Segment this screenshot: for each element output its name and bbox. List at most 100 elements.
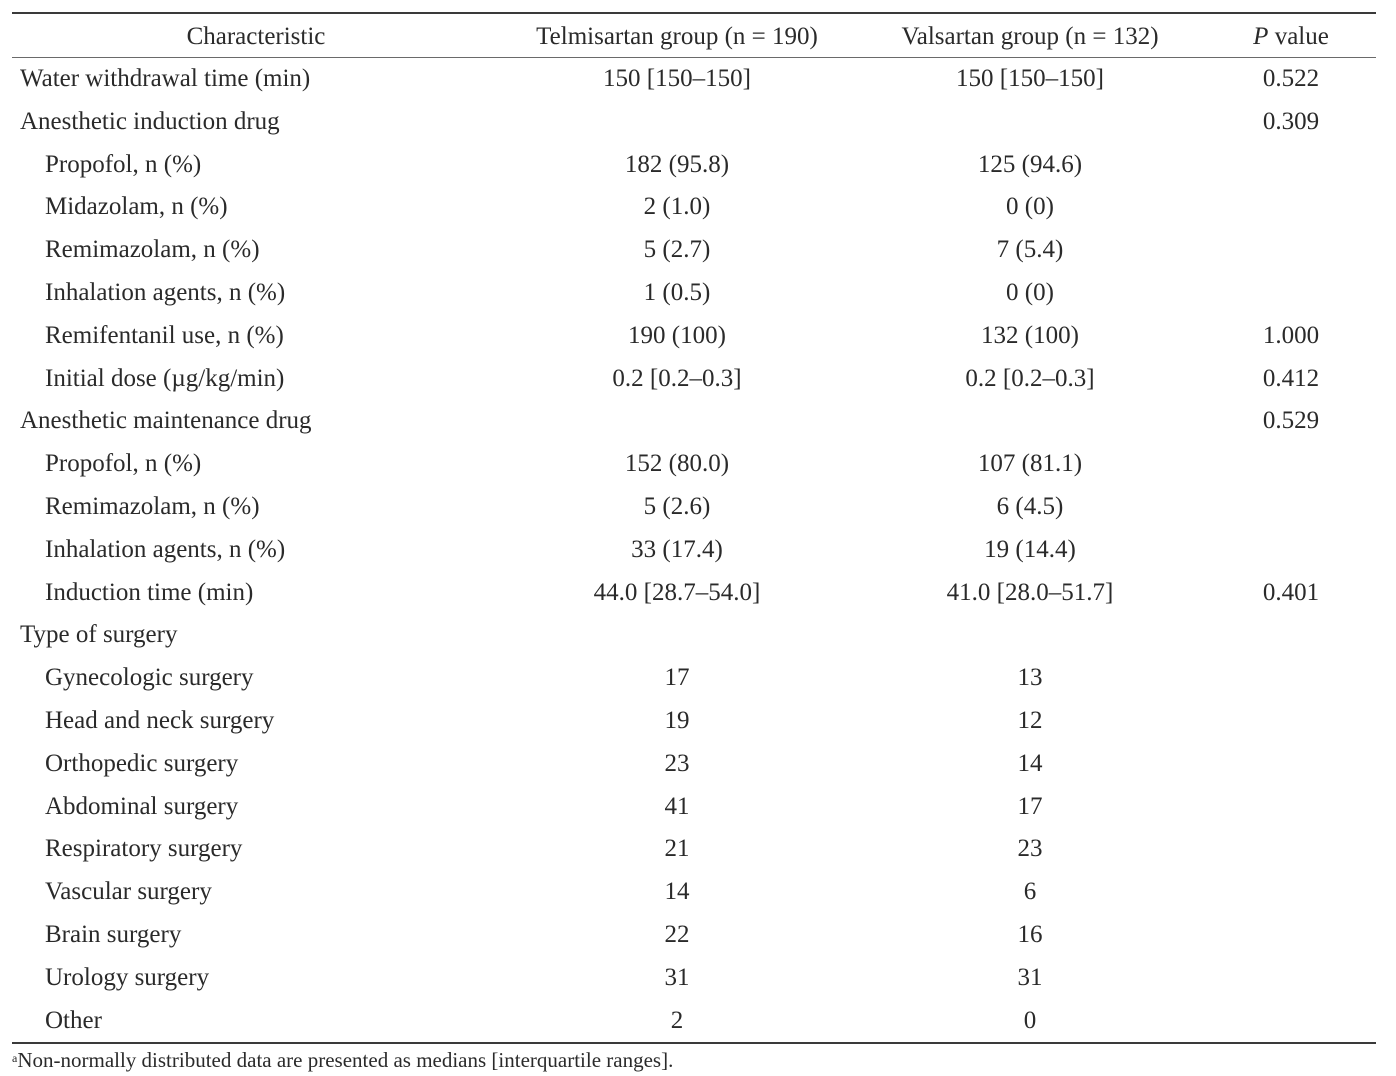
table-row: Remimazolam, n (%) 5 (2.6) 6 (4.5): [12, 486, 1376, 529]
valsartan-value: 31: [1017, 963, 1043, 991]
row-label: Head and neck surgery: [45, 706, 275, 734]
telmisartan-value: 2 (1.0): [643, 193, 711, 221]
table-row: Inhalation agents, n (%) 33 (17.4) 19 (14.…: [12, 529, 1376, 572]
table-row: Water withdrawal time (min) 150 [150–150]…: [12, 58, 1376, 101]
table-row: Remimazolam, n (%) 5 (2.7) 7 (5.4): [12, 229, 1376, 272]
valsartan-value: 7 (5.4): [996, 236, 1064, 264]
table-row: Initial dose (µg/kg/min) 0.2 [0.2–0.3] 0.2…: [12, 358, 1376, 401]
telmisartan-value: 0.2 [0.2–0.3]: [612, 364, 742, 392]
valsartan-value: 0.2 [0.2–0.3]: [965, 364, 1095, 392]
row-label: Initial dose (µg/kg/min): [45, 364, 285, 392]
row-label: Brain surgery: [45, 920, 182, 948]
row-label: Inhalation agents, n (%): [45, 278, 286, 306]
table-row: Midazolam, n (%) 2 (1.0) 0 (0): [12, 186, 1376, 229]
valsartan-value: 132 (100): [981, 321, 1079, 349]
valsartan-value: 0: [1023, 1006, 1037, 1034]
header-characteristic: Characteristic: [186, 23, 326, 50]
valsartan-value: 125 (94.6): [977, 150, 1083, 178]
valsartan-value: 0 (0): [1006, 193, 1054, 221]
telmisartan-value: 23: [664, 749, 690, 777]
header-valsartan-group: Valsartan group (n = 132): [901, 23, 1159, 50]
row-label: Remifentanil use, n (%): [45, 321, 284, 349]
telmisartan-value: 190 (100): [628, 321, 726, 349]
row-label: Anesthetic induction drug: [20, 107, 280, 135]
p-value: 0.522: [1262, 65, 1320, 92]
header-p-suffix: value: [1268, 23, 1329, 50]
footnote-text: Non-normally distributed data are presen…: [17, 1048, 674, 1072]
valsartan-value: 41.0 [28.0–51.7]: [946, 578, 1114, 606]
p-value: 0.529: [1262, 407, 1320, 435]
telmisartan-value: 2: [670, 1006, 684, 1034]
header-telmisartan-group: Telmisartan group (n = 190): [536, 23, 818, 50]
table-row: Other 2 0: [12, 1000, 1376, 1043]
row-label: Remimazolam, n (%): [45, 492, 260, 520]
telmisartan-value: 41: [664, 792, 690, 820]
table-row: Propofol, n (%) 182 (95.8) 125 (94.6): [12, 144, 1376, 187]
valsartan-value: 6: [1023, 878, 1037, 906]
p-value: 0.412: [1262, 364, 1320, 392]
table-row: Brain surgery 22 16: [12, 914, 1376, 957]
valsartan-value: 17: [1017, 792, 1043, 820]
row-label: Respiratory surgery: [45, 835, 243, 863]
row-label: Gynecologic surgery: [45, 664, 254, 692]
table-row: Respiratory surgery 21 23: [12, 828, 1376, 871]
table-row: Gynecologic surgery 17 13: [12, 657, 1376, 700]
row-label: Propofol, n (%): [45, 450, 202, 478]
valsartan-value: 13: [1017, 664, 1043, 692]
data-table: Characteristic Telmisartan group (n = 19…: [12, 12, 1376, 1045]
row-label: Other: [45, 1006, 102, 1034]
valsartan-value: 16: [1017, 920, 1043, 948]
valsartan-value: 12: [1017, 706, 1043, 734]
telmisartan-value: 19: [664, 706, 690, 734]
telmisartan-value: 150 [150–150]: [603, 65, 751, 92]
valsartan-value: 19 (14.4): [984, 535, 1076, 563]
row-label: Water withdrawal time (min): [20, 65, 311, 92]
telmisartan-value: 31: [664, 963, 690, 991]
telmisartan-value: 5 (2.6): [643, 492, 711, 520]
row-label: Inhalation agents, n (%): [45, 535, 286, 563]
table-row: Remifentanil use, n (%) 190 (100) 132 (100…: [12, 315, 1376, 358]
table-row: Abdominal surgery 41 17: [12, 786, 1376, 829]
footnote-marker: a: [12, 1051, 18, 1065]
telmisartan-value: 22: [664, 920, 690, 948]
telmisartan-value: 21: [664, 835, 690, 863]
telmisartan-value: 1 (0.5): [643, 278, 711, 306]
telmisartan-value: 14: [664, 878, 690, 906]
header-p-symbol: P: [1253, 23, 1269, 50]
table-row: Orthopedic surgery 23 14: [12, 743, 1376, 786]
valsartan-value: 6 (4.5): [996, 492, 1064, 520]
telmisartan-value: 5 (2.7): [643, 236, 711, 264]
row-label: Orthopedic surgery: [45, 749, 239, 777]
row-label: Midazolam, n (%): [45, 193, 228, 221]
table-row: Urology surgery 31 31: [12, 957, 1376, 1000]
telmisartan-value: 17: [664, 664, 690, 692]
valsartan-value: 150 [150–150]: [956, 65, 1104, 92]
table-bottom-rule: [12, 1042, 1376, 1045]
valsartan-value: 107 (81.1): [977, 450, 1083, 478]
row-label: Abdominal surgery: [45, 792, 239, 820]
p-value: 1.000: [1262, 321, 1320, 349]
row-label: Anesthetic maintenance drug: [20, 407, 312, 435]
table-header-rule: [12, 57, 1376, 58]
table-row: Head and neck surgery 19 12: [12, 700, 1376, 743]
table-header-row: Characteristic Telmisartan group (n = 19…: [12, 14, 1376, 57]
telmisartan-value: 44.0 [28.7–54.0]: [593, 578, 761, 606]
row-label: Type of surgery: [20, 621, 178, 649]
telmisartan-value: 33 (17.4): [631, 535, 723, 563]
table-footnote: aNon-normally distributed data are prese…: [12, 1046, 673, 1074]
valsartan-value: 23: [1017, 835, 1043, 863]
table-row: Vascular surgery 14 6: [12, 871, 1376, 914]
p-value: 0.309: [1262, 107, 1320, 135]
table-row: Anesthetic induction drug 0.309: [12, 101, 1376, 144]
p-value: 0.401: [1262, 578, 1320, 606]
row-label: Remimazolam, n (%): [45, 236, 260, 264]
header-p-value: P value: [1206, 14, 1376, 60]
table-row: Anesthetic maintenance drug 0.529: [12, 400, 1376, 443]
table-row: Propofol, n (%) 152 (80.0) 107 (81.1): [12, 443, 1376, 486]
table-row: Inhalation agents, n (%) 1 (0.5) 0 (0): [12, 272, 1376, 315]
table-row: Type of surgery: [12, 614, 1376, 657]
telmisartan-value: 182 (95.8): [624, 150, 730, 178]
row-label: Urology surgery: [45, 963, 210, 991]
table-row: Induction time (min) 44.0 [28.7–54.0] 41.0…: [12, 572, 1376, 615]
row-label: Propofol, n (%): [45, 150, 202, 178]
